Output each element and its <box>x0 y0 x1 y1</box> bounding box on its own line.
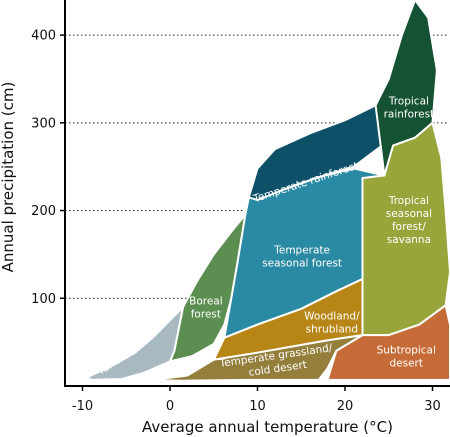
label-line: Tropical <box>388 96 429 108</box>
y-tick-label: 400 <box>31 29 56 44</box>
label-line: forest <box>191 309 221 321</box>
label-line: savanna <box>387 234 431 246</box>
label-boreal-forest: Boreal forest <box>189 296 223 321</box>
biome-regions <box>85 0 450 382</box>
x-tick-label: 30 <box>424 399 441 414</box>
y-tick-label: 300 <box>31 116 56 131</box>
label-tropical-rainforest: Tropical rainforest <box>384 96 435 121</box>
label-line: Woodland/ <box>304 310 360 322</box>
label-line: shrubland <box>306 323 358 335</box>
label-subtropical-desert: Subtropical desert <box>377 345 436 370</box>
y-tick-label: 200 <box>31 204 56 219</box>
x-tick-label: 20 <box>337 399 354 414</box>
label-temperate-seasonal-forest: Temperate seasonal forest <box>262 245 342 270</box>
x-tick-label: -10 <box>72 399 93 414</box>
x-tick-label: 10 <box>249 399 266 414</box>
label-line: forest/ <box>392 221 426 233</box>
label-line: Boreal <box>189 296 223 308</box>
label-line: Tropical <box>388 195 429 207</box>
region-subtropical-desert <box>326 304 450 381</box>
label-line: rainforest <box>384 109 435 121</box>
label-line: Subtropical <box>377 345 436 357</box>
x-tick-label: 0 <box>166 399 174 414</box>
label-line: Temperate <box>273 245 330 257</box>
label-tropical-seasonal-forest-savanna: Tropical seasonal forest/savanna <box>386 195 432 246</box>
ticks: 100 200 300 400 -10 0 10 20 30 <box>31 29 441 414</box>
label-line: seasonal <box>386 208 432 220</box>
label-line: desert <box>390 358 424 370</box>
label-line: seasonal forest <box>262 258 342 270</box>
y-tick-label: 100 <box>31 292 56 307</box>
label-woodland-shrubland: Woodland/shrubland <box>304 310 360 335</box>
x-axis-title: Average annual temperature (°C) <box>142 418 393 436</box>
y-axis-title: Annual precipitation (cm) <box>0 82 17 273</box>
